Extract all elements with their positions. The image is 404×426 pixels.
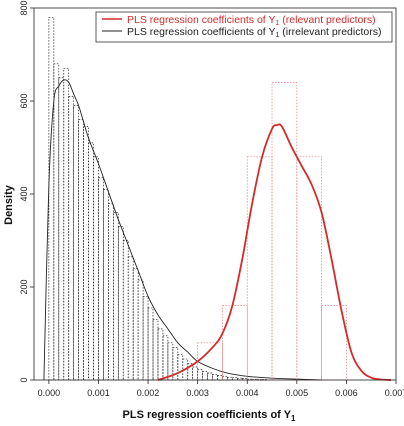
histogram-bar bbox=[177, 354, 184, 381]
histogram-bar bbox=[271, 82, 298, 381]
legend-box bbox=[95, 11, 393, 43]
histogram-bar bbox=[222, 305, 248, 381]
x-tick-label: 0.005 bbox=[286, 388, 309, 398]
histogram-bar bbox=[202, 371, 208, 381]
histogram-bar bbox=[142, 295, 149, 381]
histogram-bar bbox=[197, 369, 203, 381]
x-tick-label: 0.003 bbox=[186, 388, 209, 398]
histogram-bar bbox=[73, 105, 79, 381]
histogram-bar bbox=[217, 375, 223, 381]
histogram-bar bbox=[192, 366, 198, 381]
histogram-bar bbox=[162, 335, 169, 381]
plot-area bbox=[43, 16, 392, 381]
x-tick-label: 0.000 bbox=[38, 388, 61, 398]
x-tick-label: 0.007 bbox=[385, 388, 404, 398]
histogram-bar bbox=[127, 256, 134, 381]
histogram-bar bbox=[117, 226, 124, 381]
density-curve bbox=[43, 79, 322, 381]
density-curve bbox=[157, 123, 392, 381]
x-tick-label: 0.004 bbox=[236, 388, 259, 398]
y-tick-label: 600 bbox=[19, 93, 29, 108]
legend-label: PLS regression coefficients of Y1 (relev… bbox=[127, 14, 376, 27]
histogram-bar bbox=[132, 268, 139, 381]
histogram-bar bbox=[222, 375, 228, 381]
x-axis-title-text: PLS regression coefficients of Y bbox=[123, 409, 292, 421]
x-axis-title: PLS regression coefficients of Y1 bbox=[123, 409, 297, 423]
legend-label-suffix: (relevant predictors) bbox=[279, 14, 375, 26]
legend-label-subscript: 1 bbox=[275, 32, 279, 39]
y-tick-label: 200 bbox=[19, 279, 29, 294]
histogram-bar bbox=[48, 16, 55, 381]
x-tick-label: 0.002 bbox=[137, 388, 160, 398]
x-tick-label: 0.006 bbox=[335, 388, 358, 398]
histogram-bar bbox=[157, 328, 164, 381]
x-tick-label: 0.001 bbox=[87, 388, 110, 398]
histogram-bar bbox=[137, 279, 144, 381]
y-axis-title: Density bbox=[3, 184, 15, 225]
legend-label-suffix: (irrelevant predictors) bbox=[279, 26, 381, 38]
histogram-bar bbox=[53, 63, 60, 381]
legend-label-text: PLS regression coefficients of Y bbox=[127, 26, 275, 38]
histogram-bar bbox=[212, 374, 218, 381]
histogram-bar bbox=[246, 156, 273, 381]
histogram-bar bbox=[152, 319, 159, 381]
legend-label: PLS regression coefficients of Y1 (irrel… bbox=[127, 26, 381, 39]
histogram-bar bbox=[88, 142, 94, 381]
legend-label-subscript: 1 bbox=[275, 20, 279, 27]
histogram-bar bbox=[83, 126, 89, 381]
axes: 0 200 400 600 800 0.000 0.001 0.002 0.003 0.004 0.… bbox=[19, 0, 404, 398]
histogram-bar bbox=[227, 376, 233, 381]
y-tick-label: 0 bbox=[19, 377, 29, 382]
y-tick-label: 800 bbox=[19, 0, 29, 15]
histogram-bar bbox=[98, 177, 104, 381]
y-tick-label: 400 bbox=[19, 186, 29, 201]
histogram-bar bbox=[108, 202, 114, 381]
legend-label-text: PLS regression coefficients of Y bbox=[127, 14, 275, 26]
histogram-bar bbox=[207, 372, 213, 381]
histogram-bar bbox=[122, 240, 129, 381]
histogram-bar bbox=[241, 378, 248, 381]
legend: PLS regression coefficients of Y1 (relev… bbox=[95, 11, 393, 43]
histogram-bar bbox=[112, 212, 119, 381]
histogram-bar bbox=[147, 307, 154, 381]
x-axis-title-subscript: 1 bbox=[291, 414, 296, 423]
histogram-bar bbox=[68, 95, 75, 381]
histogram-bar bbox=[58, 77, 65, 381]
histogram-bar bbox=[197, 342, 223, 381]
histogram-bar bbox=[93, 156, 99, 381]
histogram-bar bbox=[63, 68, 70, 381]
histogram-bar bbox=[103, 189, 109, 381]
histogram-bar bbox=[78, 119, 84, 381]
histogram-bar bbox=[296, 156, 322, 381]
